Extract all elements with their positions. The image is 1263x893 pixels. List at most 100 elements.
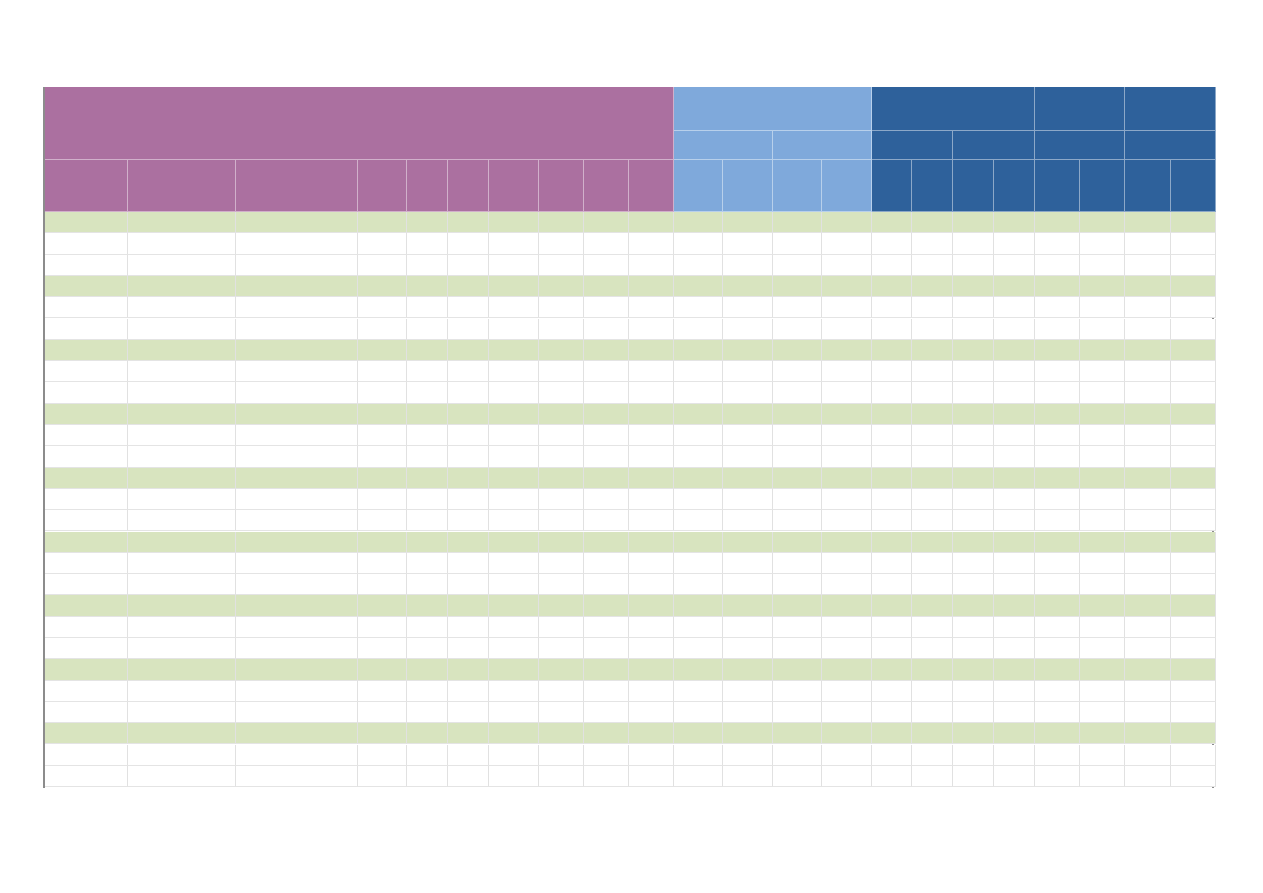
table-cell[interactable]	[448, 595, 489, 617]
table-cell[interactable]	[629, 233, 674, 255]
table-cell[interactable]	[1035, 254, 1080, 276]
table-cell[interactable]	[994, 467, 1035, 489]
table-cell[interactable]	[629, 318, 674, 340]
table-cell[interactable]	[489, 403, 539, 425]
table-cell[interactable]	[128, 318, 236, 340]
table-cell[interactable]	[674, 510, 723, 532]
table-cell[interactable]	[994, 339, 1035, 362]
table-cell[interactable]	[407, 744, 448, 766]
table-cell[interactable]	[994, 701, 1035, 724]
table-cell[interactable]	[822, 233, 872, 255]
table-cell[interactable]	[407, 659, 448, 681]
table-cell[interactable]	[822, 552, 872, 575]
table-cell[interactable]	[358, 723, 407, 745]
table-cell[interactable]	[674, 531, 723, 553]
table-cell[interactable]	[45, 616, 128, 638]
table-cell[interactable]	[407, 488, 448, 511]
table-cell[interactable]	[872, 723, 912, 745]
table-cell[interactable]	[912, 723, 953, 745]
table-cell[interactable]	[358, 701, 407, 724]
table-cell[interactable]	[953, 574, 994, 596]
table-cell[interactable]	[953, 275, 994, 298]
table-cell[interactable]	[448, 574, 489, 596]
table-cell[interactable]	[489, 339, 539, 362]
table-cell[interactable]	[584, 701, 629, 724]
table-cell[interactable]	[407, 339, 448, 362]
table-cell[interactable]	[1035, 212, 1080, 234]
table-cell[interactable]	[358, 638, 407, 660]
table-cell[interactable]	[723, 425, 773, 447]
table-cell[interactable]	[448, 638, 489, 660]
table-cell[interactable]	[45, 531, 128, 553]
table-cell[interactable]	[1080, 467, 1125, 489]
table-cell[interactable]	[584, 446, 629, 468]
table-cell[interactable]	[489, 212, 539, 234]
table-cell[interactable]	[539, 425, 584, 447]
table-cell[interactable]	[912, 339, 953, 362]
table-cell[interactable]	[822, 403, 872, 425]
table-cell[interactable]	[448, 382, 489, 404]
table-cell[interactable]	[912, 318, 953, 340]
table-cell[interactable]	[407, 297, 448, 319]
table-cell[interactable]	[1125, 467, 1171, 489]
table-cell[interactable]	[539, 574, 584, 596]
table-cell[interactable]	[674, 723, 723, 745]
table-cell[interactable]	[1035, 701, 1080, 724]
table-cell[interactable]	[822, 339, 872, 362]
table-cell[interactable]	[584, 574, 629, 596]
table-cell[interactable]	[1171, 616, 1216, 638]
table-cell[interactable]	[358, 552, 407, 575]
table-cell[interactable]	[584, 638, 629, 660]
table-cell[interactable]	[723, 552, 773, 575]
table-cell[interactable]	[629, 446, 674, 468]
table-cell[interactable]	[1035, 574, 1080, 596]
table-cell[interactable]	[448, 765, 489, 788]
table-cell[interactable]	[822, 510, 872, 532]
table-cell[interactable]	[128, 723, 236, 745]
table-cell[interactable]	[773, 723, 822, 745]
table-cell[interactable]	[236, 595, 358, 617]
table-cell[interactable]	[674, 680, 723, 702]
table-cell[interactable]	[872, 339, 912, 362]
table-cell[interactable]	[358, 254, 407, 276]
table-cell[interactable]	[1171, 425, 1216, 447]
table-cell[interactable]	[629, 765, 674, 788]
table-cell[interactable]	[1171, 510, 1216, 532]
table-cell[interactable]	[358, 510, 407, 532]
table-cell[interactable]	[994, 318, 1035, 340]
table-cell[interactable]	[489, 723, 539, 745]
table-cell[interactable]	[584, 297, 629, 319]
table-cell[interactable]	[912, 361, 953, 383]
table-cell[interactable]	[912, 467, 953, 489]
table-cell[interactable]	[236, 403, 358, 425]
table-cell[interactable]	[674, 595, 723, 617]
table-cell[interactable]	[448, 446, 489, 468]
table-cell[interactable]	[539, 275, 584, 298]
table-cell[interactable]	[1125, 510, 1171, 532]
table-cell[interactable]	[407, 382, 448, 404]
table-cell[interactable]	[1080, 488, 1125, 511]
table-cell[interactable]	[489, 275, 539, 298]
table-cell[interactable]	[1171, 552, 1216, 575]
table-cell[interactable]	[1080, 595, 1125, 617]
table-cell[interactable]	[358, 467, 407, 489]
table-cell[interactable]	[236, 552, 358, 575]
table-cell[interactable]	[1080, 510, 1125, 532]
table-cell[interactable]	[236, 616, 358, 638]
table-cell[interactable]	[539, 339, 584, 362]
table-cell[interactable]	[1035, 361, 1080, 383]
table-cell[interactable]	[448, 275, 489, 298]
table-cell[interactable]	[1125, 701, 1171, 724]
table-cell[interactable]	[773, 701, 822, 724]
table-cell[interactable]	[1125, 488, 1171, 511]
table-cell[interactable]	[45, 254, 128, 276]
table-cell[interactable]	[128, 616, 236, 638]
table-cell[interactable]	[448, 297, 489, 319]
table-cell[interactable]	[358, 297, 407, 319]
table-cell[interactable]	[1080, 339, 1125, 362]
table-cell[interactable]	[584, 723, 629, 745]
table-cell[interactable]	[358, 595, 407, 617]
table-cell[interactable]	[953, 297, 994, 319]
table-cell[interactable]	[45, 574, 128, 596]
table-cell[interactable]	[128, 212, 236, 234]
